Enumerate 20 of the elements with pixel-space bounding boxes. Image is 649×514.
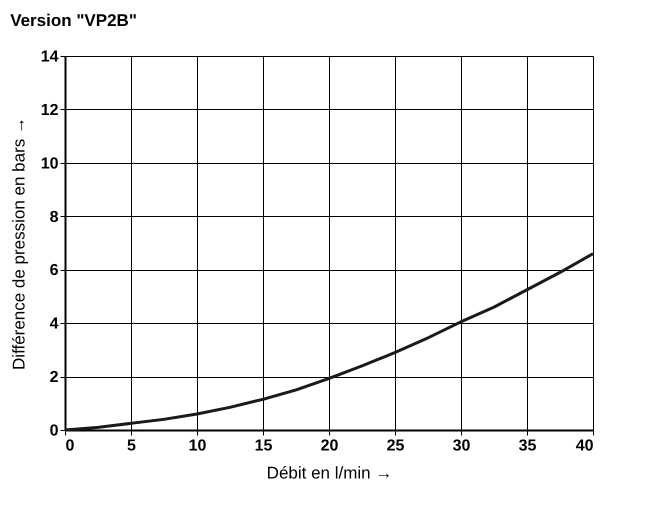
x-tick-label: 5	[127, 438, 136, 454]
x-tick-label: 25	[386, 438, 404, 454]
x-tick-label: 30	[452, 438, 470, 454]
y-tick-label: 12	[40, 102, 59, 119]
y-tick-label: 0	[50, 422, 59, 440]
x-tick-label: 10	[188, 438, 206, 454]
y-tick-label: 4	[50, 316, 59, 333]
x-tick-label: 35	[518, 438, 536, 454]
x-tick-label: 20	[320, 438, 338, 454]
y-tick-label: 10	[40, 155, 59, 172]
y-tick-label: 14	[40, 48, 59, 66]
x-axis-title: Débit en l/min →	[266, 464, 392, 482]
y-tick-label: 8	[50, 208, 59, 226]
x-tick-label: 40	[576, 438, 594, 454]
y-tick-label: 6	[50, 262, 59, 280]
y-axis-title: Différence de pression en bars →	[10, 117, 29, 370]
chart-title: Version "VP2B"	[10, 11, 137, 30]
x-tick-label: 15	[254, 438, 272, 454]
y-tick-label: 2	[50, 369, 59, 386]
x-tick-label: 0	[66, 438, 74, 454]
